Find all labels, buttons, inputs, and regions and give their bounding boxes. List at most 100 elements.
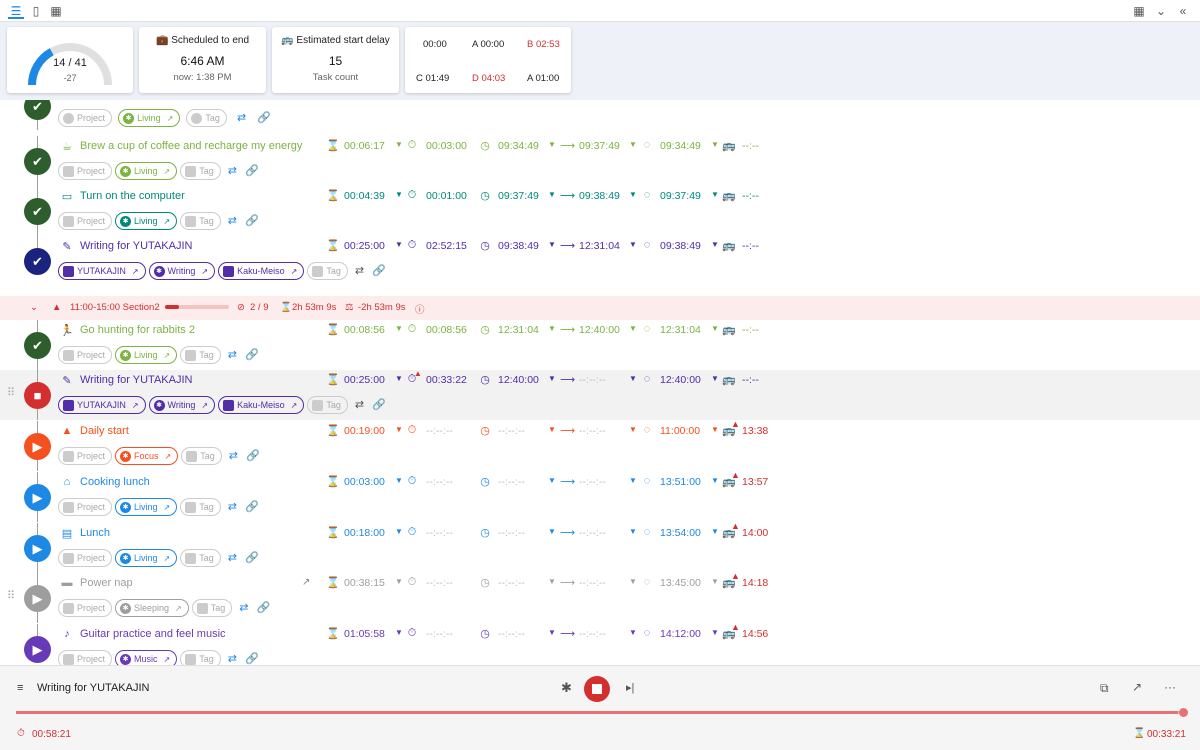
caret-down-icon[interactable]: ▼ [711,425,719,434]
repeat-icon[interactable]: ⇄ [227,552,237,564]
estimate-time[interactable]: 00:04:39 [344,190,385,202]
actual-time[interactable]: --:--:-- [426,628,453,640]
play-icon[interactable]: ▶ [24,636,51,663]
start-time[interactable]: --:--:-- [498,425,525,437]
start-time[interactable]: 09:38:49 [498,240,539,252]
caret-down-icon[interactable]: ▼ [395,140,403,149]
task-row-partial[interactable]: ✔ Project ✱ Living ↗ Tag ⇄ 🔗 [0,100,1200,130]
calendar-icon[interactable]: ▦ [1133,4,1145,18]
repeat-icon[interactable]: ⇄ [227,349,237,361]
tag-chip[interactable]: Tag [180,650,221,665]
estimate-time[interactable]: 00:18:00 [344,527,385,539]
estimate-time[interactable]: 00:08:56 [344,324,385,336]
end-time[interactable]: --:--:-- [579,425,606,437]
play-icon[interactable]: ▶ [24,433,51,460]
planned-start[interactable]: 09:34:49 [660,140,701,152]
repeat-icon[interactable]: ⇄ [354,265,365,277]
caret-down-icon[interactable]: ▼ [711,140,719,149]
calendar-view-icon[interactable]: ▦ [50,4,62,18]
list-view-icon[interactable]: ☰ [8,3,24,19]
planned-start[interactable]: 14:12:00 [660,628,701,640]
label-chip[interactable]: ✱ Focus ↗ [115,447,179,465]
caret-down-icon[interactable]: ▼ [629,425,637,434]
repeat-icon[interactable]: ⇄ [354,399,365,411]
task-progress-bar[interactable] [16,708,1188,717]
label-chip-2[interactable]: Kaku-Meiso ↗ [218,396,305,414]
caret-down-icon[interactable]: ▼ [395,324,403,333]
planned-start[interactable]: 13:51:00 [660,476,701,488]
repeat-icon[interactable]: ⇄ [227,215,237,227]
due-time[interactable]: --:-- [742,374,759,386]
label-chip[interactable]: ✱ Writing ↗ [148,396,216,414]
caret-down-icon[interactable]: ▼ [395,577,403,586]
task-row[interactable]: ✔ ☕ Brew a cup of coffee and recharge my e… [0,136,1200,186]
end-time[interactable]: 09:37:49 [579,140,620,152]
project-chip[interactable]: Project [58,162,113,180]
repeat-icon[interactable]: ⇄ [228,450,238,462]
open-external-icon[interactable]: ↗ [1132,680,1143,694]
caret-down-icon[interactable]: ▼ [548,140,556,149]
link-icon[interactable]: 🔗 [244,552,259,564]
estimate-time[interactable]: 00:03:00 [344,476,385,488]
project-chip[interactable]: Project [58,346,113,364]
tag-chip[interactable]: Tag [307,262,348,280]
task-row[interactable]: ✔ 🏃 Go hunting for rabbits 2 ⌛ 00:08:56 ▼ ⏱ 00:… [0,320,1200,370]
due-time[interactable]: 14:00 [742,527,769,539]
estimate-time[interactable]: 00:25:00 [344,374,385,386]
task-row[interactable]: ▶ ⌂ Cooking lunch ⌛ 00:03:00 ▼ ⏱ --:--:-- ◷ --:--… [0,470,1200,522]
label-chip[interactable]: ✱ Writing ↗ [148,262,216,280]
chevron-down-icon[interactable]: ⌄ [30,302,38,313]
task-row[interactable]: ⠿ ■ ✎ Writing for YUTAKAJIN ⌛ 00:25:00 ▼ ⏱ ▲ 00:3… [0,369,1200,420]
tag-chip[interactable]: Tag [180,346,221,364]
caret-down-icon[interactable]: ▼ [711,628,719,637]
caret-down-icon[interactable]: ▼ [548,577,556,586]
planned-start[interactable]: 13:45:00 [660,577,701,589]
start-time[interactable]: --:--:-- [498,527,525,539]
stop-button[interactable] [584,676,610,702]
caret-down-icon[interactable]: ▼ [629,527,637,536]
project-chip[interactable]: Project [58,549,113,567]
link-icon[interactable]: 🔗 [257,112,271,124]
label-chip[interactable]: ✱ Living ↗ [115,212,178,230]
caret-down-icon[interactable]: ▼ [548,190,556,199]
task-title[interactable]: Writing for YUTAKAJIN [80,240,193,252]
label-chip[interactable]: ✱ Living ↗ [115,346,178,364]
interrupt-icon[interactable]: ✱ [561,680,572,695]
due-time[interactable]: 13:57 [742,476,769,488]
done-check-icon[interactable]: ✔ [24,332,51,359]
caret-down-icon[interactable]: ▼ [395,425,403,434]
caret-down-icon[interactable]: ▼ [395,527,403,536]
due-time[interactable]: --:-- [742,240,759,252]
label-chip[interactable]: ✱ Living ↗ [115,549,178,567]
project-chip[interactable]: Project [58,599,113,617]
end-time[interactable]: --:--:-- [579,577,606,589]
start-time[interactable]: --:--:-- [498,577,525,589]
estimate-time[interactable]: 00:38:15 [344,577,385,589]
repeat-icon[interactable]: ⇄ [239,602,249,614]
end-time[interactable]: --:--:-- [579,527,606,539]
caret-down-icon[interactable]: ▼ [548,476,556,485]
done-check-icon[interactable]: ✔ [24,248,51,275]
drag-handle-icon[interactable]: ⠿ [7,387,16,399]
link-icon[interactable]: 🔗 [244,215,259,227]
start-time[interactable]: 12:31:04 [498,324,539,336]
project-chip[interactable]: Project [58,109,113,127]
caret-down-icon[interactable]: ▼ [548,425,556,434]
caret-down-icon[interactable]: ▼ [711,476,719,485]
drag-handle-icon[interactable]: ⠿ [7,590,16,602]
task-title[interactable]: Lunch [80,527,110,539]
caret-down-icon[interactable]: ▼ [548,324,556,333]
actual-time[interactable]: --:--:-- [426,577,453,589]
tag-chip[interactable]: Tag [181,447,222,465]
caret-down-icon[interactable]: ▼ [629,240,637,249]
play-icon[interactable]: ▶ [24,484,51,511]
project-chip[interactable]: Project [58,212,113,230]
label-chip[interactable]: ✱ Living ↗ [118,109,181,127]
end-time[interactable]: --:--:-- [579,374,606,386]
label-chip[interactable]: ✱ Living ↗ [115,162,178,180]
caret-down-icon[interactable]: ▼ [548,527,556,536]
caret-down-icon[interactable]: ▼ [395,628,403,637]
caret-down-icon[interactable]: ▼ [629,374,637,383]
link-icon[interactable]: 🔗 [244,653,259,665]
actual-time[interactable]: 00:01:00 [426,190,467,202]
